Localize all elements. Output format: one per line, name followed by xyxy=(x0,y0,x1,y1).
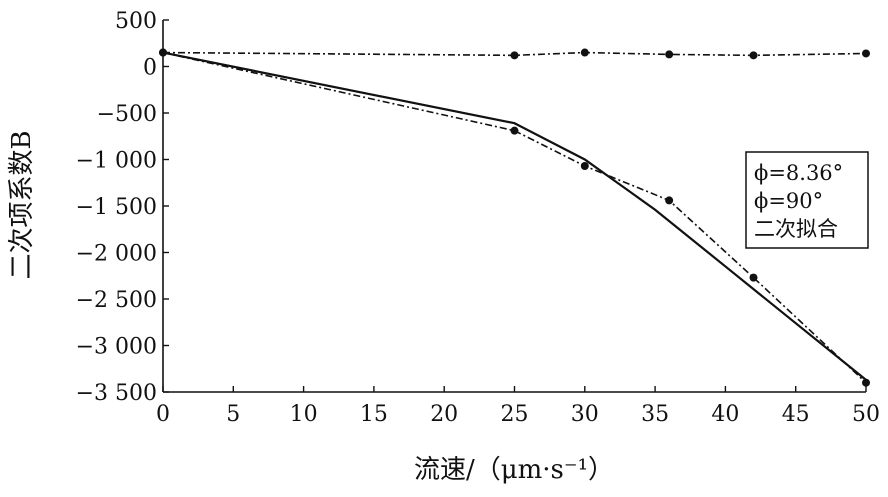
y-tick-label: −1 000 xyxy=(76,149,157,174)
x-axis-title: 流速/（μm·s⁻¹） xyxy=(414,455,614,485)
y-axis-title: 二次项系数B xyxy=(7,130,37,279)
x-tick-label: 25 xyxy=(501,402,529,427)
x-tick-label: 10 xyxy=(290,402,318,427)
legend-entry-phi-8-36: ϕ=8.36° xyxy=(754,161,843,185)
series-point xyxy=(862,378,870,387)
y-tick-label: −3 000 xyxy=(76,335,157,360)
series-line-3 xyxy=(162,51,867,381)
x-tick-label: 30 xyxy=(571,402,599,427)
x-ticks: 0 5 10 15 20 25 30 35 40 45 50 xyxy=(156,386,880,427)
x-tick-label: 35 xyxy=(641,402,669,427)
y-tick-label: −2 000 xyxy=(76,242,157,267)
series-point xyxy=(749,273,758,282)
series-point xyxy=(510,126,519,135)
y-tick-label: 0 xyxy=(143,56,157,81)
legend-entry-phi-90: ϕ=90° xyxy=(754,189,823,213)
y-tick-label: −500 xyxy=(97,102,157,127)
y-ticks: 500 0 −500 −1 000 −1 500 −2 000 −2 500 −3 000 −3… xyxy=(76,9,169,406)
x-tick-label: 20 xyxy=(430,402,458,427)
series-point xyxy=(510,51,519,60)
y-tick-label: −3 500 xyxy=(76,381,157,406)
legend-entry-quadratic-fit: 二次拟合 xyxy=(754,217,838,241)
y-tick-label: −2 500 xyxy=(76,288,157,313)
x-tick-label: 15 xyxy=(360,402,388,427)
series-point xyxy=(665,50,674,59)
y-tick-label: −1 500 xyxy=(76,195,157,220)
series-point xyxy=(749,51,758,60)
series-point xyxy=(580,162,589,171)
x-tick-label: 0 xyxy=(156,402,170,427)
x-tick-label: 5 xyxy=(226,402,240,427)
series-point xyxy=(862,49,870,58)
x-tick-label: 45 xyxy=(782,402,810,427)
series-lines xyxy=(159,48,870,387)
series-line-1 xyxy=(162,51,867,384)
y-tick-label: 500 xyxy=(115,9,157,34)
x-tick-label: 50 xyxy=(852,402,880,427)
series-point xyxy=(580,48,589,57)
x-tick-label: 40 xyxy=(711,402,739,427)
legend: ϕ=8.36° ϕ=90° 二次拟合 xyxy=(745,151,869,249)
series-point xyxy=(665,196,674,205)
legend-box xyxy=(745,151,869,249)
